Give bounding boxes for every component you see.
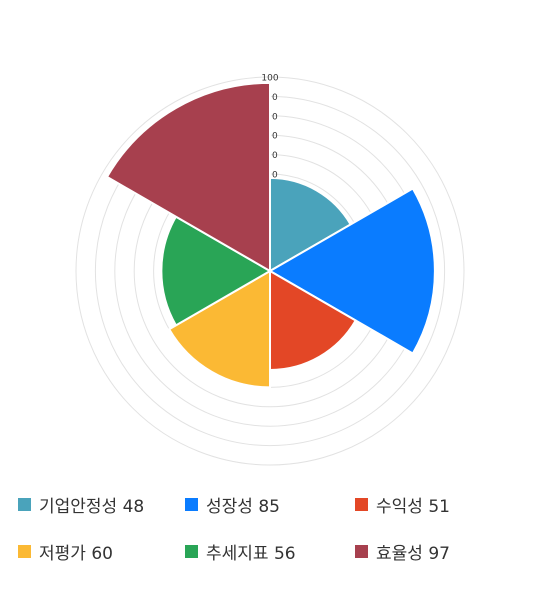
sector-저평가[interactable] [167, 269, 271, 389]
radial-tick-label: 0 [272, 112, 278, 122]
legend-label: 수익성 51 [376, 496, 450, 517]
radial-tick-label: 0 [272, 171, 278, 181]
sector-효율성[interactable] [105, 81, 271, 273]
sector-추세지표[interactable] [160, 215, 272, 327]
legend-swatch [18, 544, 31, 558]
legend-label: 효율성 97 [376, 543, 450, 564]
radial-tick-label: 0 [272, 93, 278, 103]
legend-label: 저평가 60 [39, 543, 113, 564]
legend-label: 기업안정성 48 [39, 496, 145, 517]
sector-기업안정성[interactable] [269, 176, 353, 273]
legend-swatch [18, 497, 31, 511]
radial-tick-label: 100 [261, 74, 278, 84]
legend-item-undervaluation[interactable]: 저평가 60 [18, 533, 113, 569]
legend-swatch [185, 497, 198, 511]
legend-swatch [355, 544, 368, 558]
legend-item-trend[interactable]: 추세지표 56 [185, 533, 296, 569]
legend-label: 성장성 85 [206, 496, 280, 517]
polar-area-chart: 0 0 0 0 0 100 [75, 74, 465, 466]
legend-item-profitability[interactable]: 수익성 51 [355, 486, 450, 522]
legend-item-efficiency[interactable]: 효율성 97 [355, 533, 450, 569]
legend-item-growth[interactable]: 성장성 85 [185, 486, 280, 522]
sector-수익성[interactable] [269, 269, 358, 371]
legend-label: 추세지표 56 [206, 543, 296, 564]
legend-swatch [185, 544, 198, 558]
radial-tick-label: 0 [272, 151, 278, 161]
chart-sectors [105, 81, 436, 389]
radial-tick-label: 0 [272, 132, 278, 142]
grid-ring [75, 76, 465, 466]
legend-swatch [355, 497, 368, 511]
radial-tick-labels: 0 0 0 0 0 100 [261, 74, 278, 181]
sector-성장성[interactable] [267, 187, 436, 355]
legend-item-stability[interactable]: 기업안정성 48 [18, 486, 144, 522]
